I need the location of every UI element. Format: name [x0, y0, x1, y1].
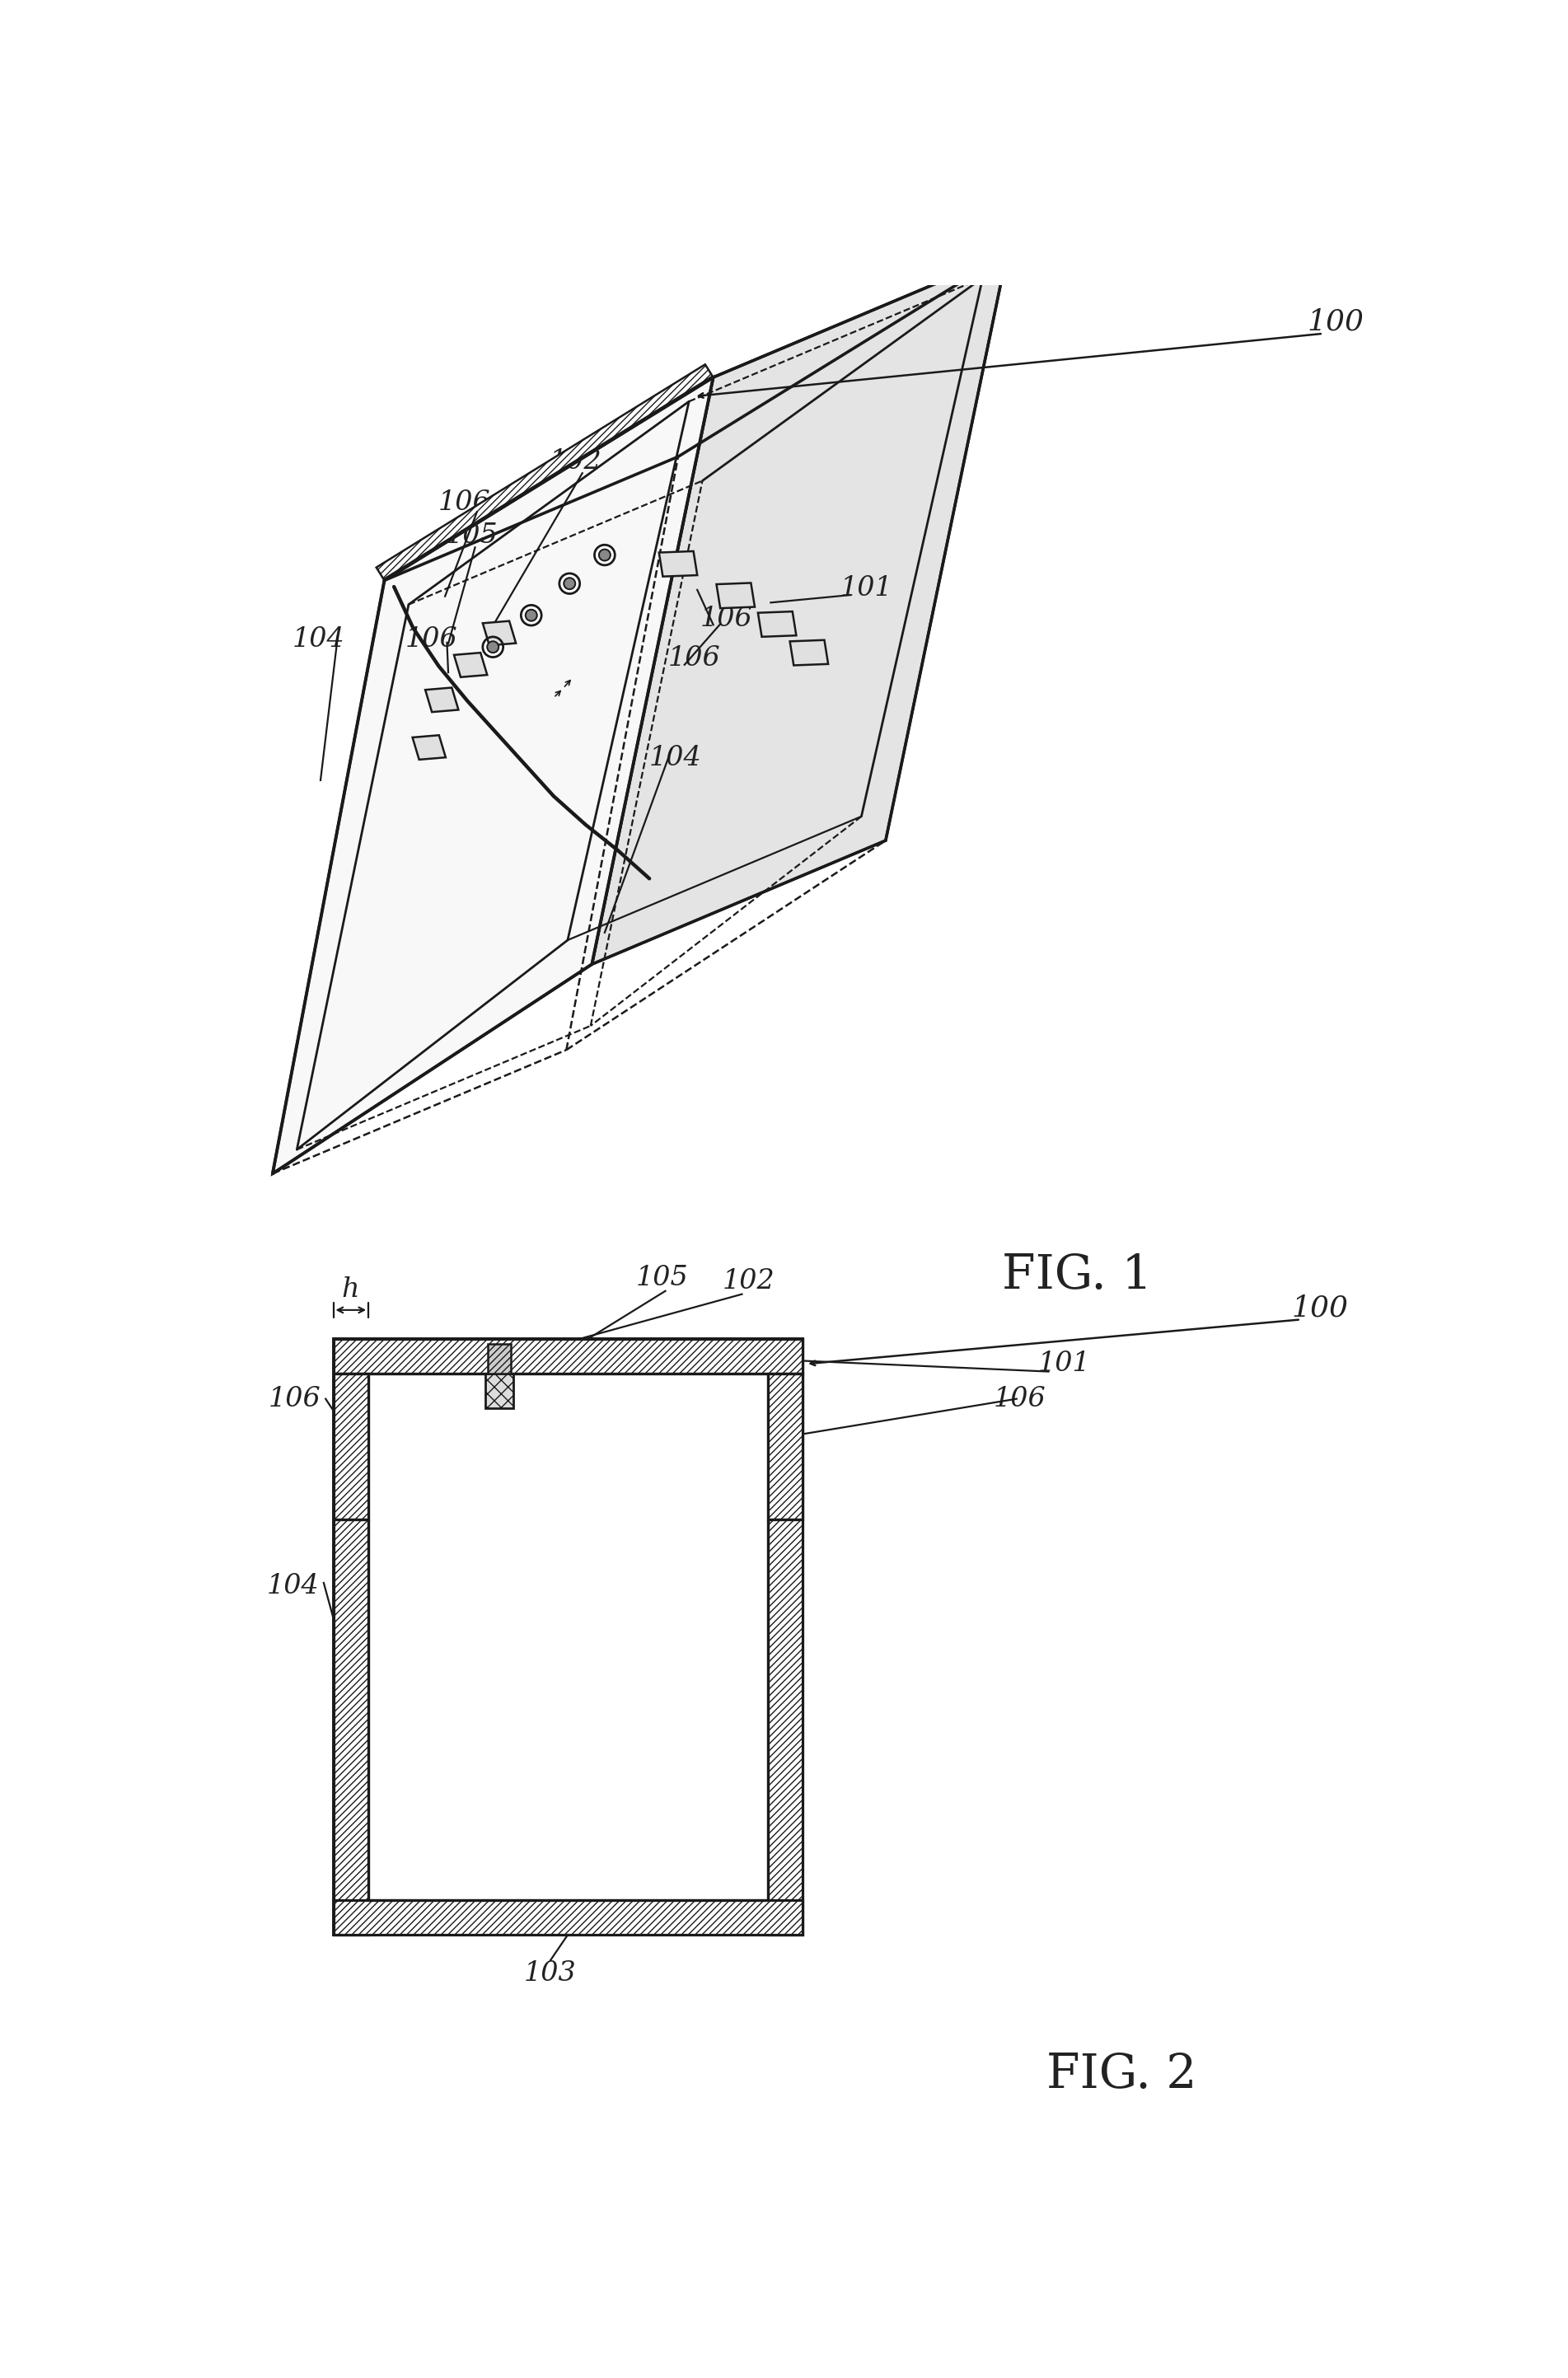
Polygon shape: [659, 552, 698, 575]
Circle shape: [483, 637, 503, 656]
Bar: [334, 1374, 368, 1520]
Text: 100: 100: [1308, 309, 1364, 335]
Polygon shape: [757, 611, 797, 637]
Polygon shape: [483, 621, 516, 644]
Polygon shape: [591, 254, 1007, 963]
Text: 102: 102: [550, 449, 602, 476]
Text: 105: 105: [445, 523, 499, 549]
Polygon shape: [790, 640, 828, 666]
Circle shape: [594, 545, 615, 566]
Circle shape: [599, 549, 610, 561]
Polygon shape: [717, 583, 754, 609]
Text: 106: 106: [405, 625, 458, 652]
Text: 100: 100: [1292, 1294, 1348, 1322]
Text: 106: 106: [699, 606, 753, 633]
Circle shape: [560, 573, 580, 594]
Polygon shape: [412, 735, 445, 759]
Text: 104: 104: [292, 625, 345, 652]
Text: 102: 102: [723, 1267, 775, 1294]
Bar: [485, 1374, 513, 1408]
Text: 106: 106: [437, 490, 491, 516]
Text: 106: 106: [268, 1386, 321, 1413]
Bar: [334, 1339, 368, 1936]
Text: FIG. 1: FIG. 1: [1002, 1253, 1152, 1298]
Bar: [767, 1339, 803, 1936]
Text: 105: 105: [637, 1265, 688, 1291]
Circle shape: [521, 604, 541, 625]
Text: l: l: [411, 1434, 420, 1460]
Text: h: h: [342, 1277, 359, 1303]
Bar: [334, 1339, 803, 1374]
Text: FIG. 2: FIG. 2: [1047, 2052, 1196, 2097]
Circle shape: [525, 609, 536, 621]
Bar: [488, 1344, 511, 1374]
Polygon shape: [376, 364, 712, 580]
Circle shape: [488, 642, 499, 652]
Polygon shape: [273, 378, 713, 1175]
Text: 101: 101: [1038, 1351, 1091, 1377]
Polygon shape: [455, 652, 488, 678]
Bar: [334, 1900, 803, 1936]
Text: 104: 104: [649, 744, 701, 770]
Text: 106: 106: [668, 644, 720, 671]
Bar: [767, 1374, 803, 1520]
Text: 104: 104: [267, 1572, 320, 1598]
Text: 106: 106: [994, 1386, 1046, 1413]
Bar: [334, 1339, 803, 1936]
Polygon shape: [425, 687, 458, 711]
Text: 104: 104: [693, 1560, 746, 1586]
Circle shape: [564, 578, 575, 590]
Text: 103: 103: [524, 1959, 577, 1986]
Polygon shape: [384, 254, 1007, 580]
Text: 101: 101: [840, 575, 892, 602]
